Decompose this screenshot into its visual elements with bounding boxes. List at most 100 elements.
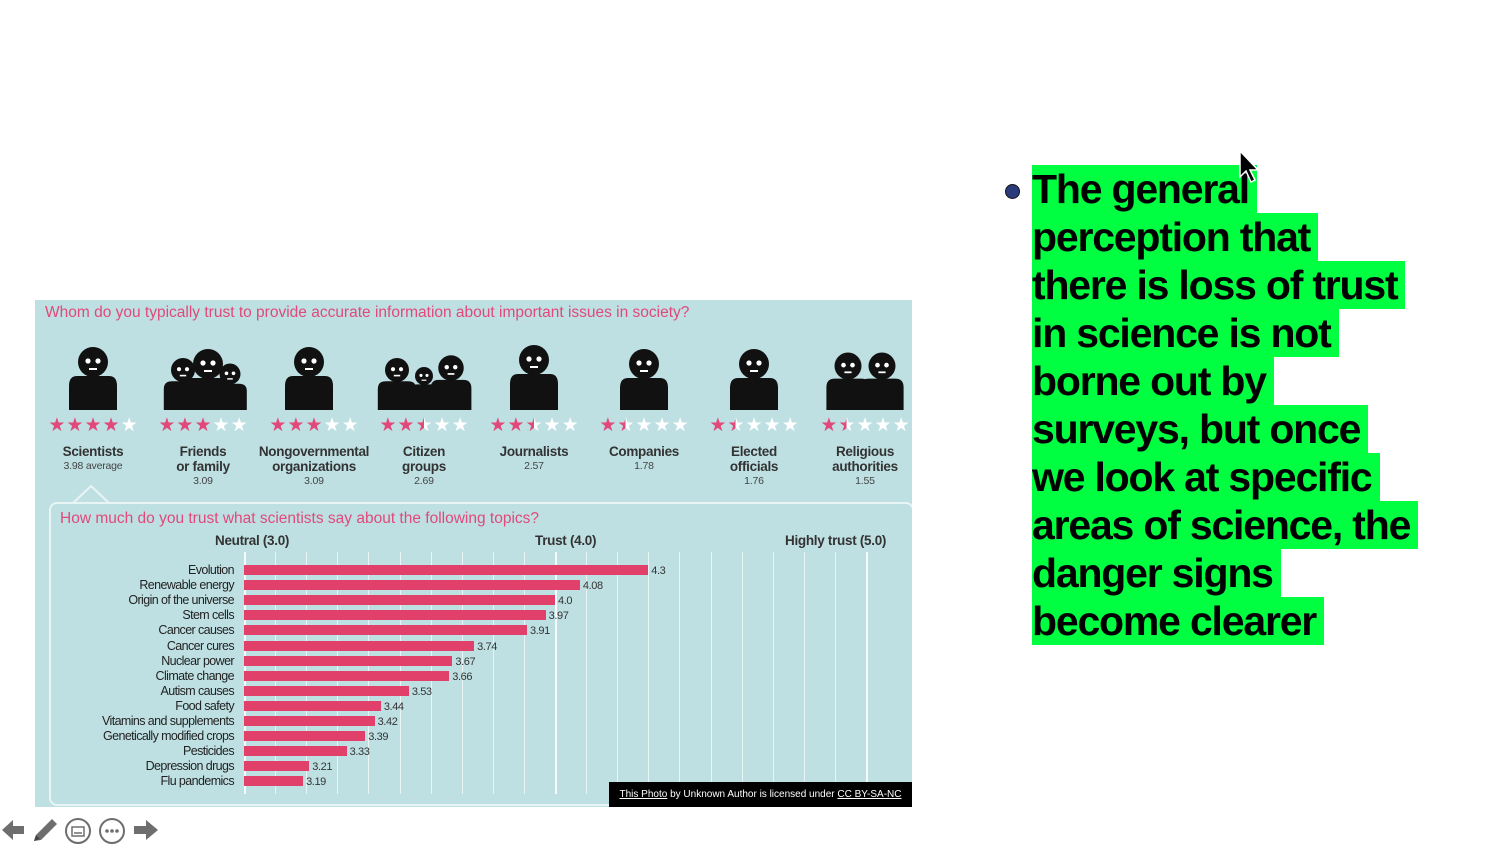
group-name-line1: Religious bbox=[835, 444, 895, 459]
gridline bbox=[617, 552, 619, 794]
group-name-line2: or family bbox=[176, 459, 230, 474]
person-figure-icon bbox=[620, 349, 668, 410]
topic-bar bbox=[244, 731, 366, 742]
topic-label: Pesticides bbox=[183, 744, 235, 759]
photo-credit: This Photo by Unknown Author is licensed… bbox=[609, 782, 912, 807]
gridline bbox=[772, 552, 774, 794]
bullet-text-line: perception that bbox=[1032, 213, 1319, 261]
group-name-line1: Nongovernmental bbox=[258, 444, 370, 459]
star-icon: ★ bbox=[507, 415, 525, 436]
gridline bbox=[555, 552, 557, 794]
forward-arrow-icon[interactable] bbox=[132, 817, 160, 843]
group-name-line1: Journalists bbox=[499, 444, 569, 459]
bar-value-label: 4.08 bbox=[582, 580, 603, 593]
star-icon: ★ bbox=[763, 415, 781, 436]
topic-label: Cancer cures bbox=[166, 638, 235, 653]
group-label: Companies 1.78 bbox=[579, 444, 709, 474]
star-icon: ★ bbox=[415, 415, 433, 436]
trust-group: ★ ★ ★ ★ ★ Religious authorities 1.55 bbox=[810, 330, 912, 487]
group-average-value: 3.98 average bbox=[63, 460, 123, 472]
group-average-value: 1.78 bbox=[634, 460, 654, 472]
bullet-text-line: there is loss of trust bbox=[1032, 261, 1406, 309]
topic-bar bbox=[244, 610, 546, 621]
bar-value-label: 3.44 bbox=[383, 700, 404, 713]
subtitles-icon[interactable] bbox=[64, 817, 92, 845]
group-name-line1: Companies bbox=[608, 444, 680, 459]
star-icon: ★ bbox=[709, 415, 727, 436]
star-icon: ★ bbox=[48, 415, 66, 436]
bullet-text[interactable]: The general perception that there is loss … bbox=[1032, 165, 1432, 645]
star-icon: ★ bbox=[745, 415, 763, 436]
group-name-line2: organizations bbox=[272, 459, 356, 474]
bullet-dot bbox=[1005, 184, 1020, 199]
gridline bbox=[586, 552, 588, 794]
gridline bbox=[866, 552, 868, 794]
bar-value-label: 4.0 bbox=[558, 595, 573, 608]
topic-bar bbox=[244, 640, 475, 651]
topic-bar bbox=[244, 580, 580, 591]
star-icon: ★ bbox=[781, 415, 799, 436]
trust-group: ★ ★ ★ ★ ★ Companies 1.78 bbox=[589, 330, 699, 472]
bar-value-label: 3.21 bbox=[312, 761, 333, 774]
trust-infographic: Whom do you typically trust to provide a… bbox=[35, 300, 912, 807]
trust-group: ★ ★ ★ ★ ★ Nongovernmental organizations 3.09 bbox=[259, 330, 369, 487]
photo-link[interactable]: This Photo bbox=[619, 789, 668, 800]
group-label: Journalists 2.57 bbox=[469, 444, 599, 474]
level-highly-trust: Highly trust (5.0) bbox=[785, 533, 887, 548]
back-arrow-icon[interactable] bbox=[0, 817, 26, 843]
bullet-text-line: in science is not bbox=[1032, 309, 1339, 357]
star-icon: ★ bbox=[727, 415, 745, 436]
gridline bbox=[710, 552, 712, 794]
license-link[interactable]: CC BY-SA-NC bbox=[837, 789, 902, 800]
slideshow-toolbar bbox=[0, 814, 170, 844]
star-icon: ★ bbox=[397, 415, 415, 436]
group-label: Friends or family 3.09 bbox=[138, 444, 268, 489]
topic-label: Vitamins and supplements bbox=[102, 714, 235, 728]
group-name-line1: Friends bbox=[179, 444, 227, 459]
star-icon: ★ bbox=[489, 415, 507, 436]
star-icon: ★ bbox=[653, 415, 671, 436]
person-figure-icon bbox=[730, 349, 778, 410]
person-figure-icon bbox=[69, 347, 117, 410]
gridline bbox=[803, 552, 805, 794]
bar-value-label: 3.66 bbox=[452, 670, 473, 683]
bar-value-label: 3.67 bbox=[455, 655, 476, 668]
pen-icon[interactable] bbox=[30, 817, 60, 845]
trust-group: ★ ★ ★ ★ ★ Friends or family 3.09 bbox=[148, 330, 258, 487]
group-name-line2: groups bbox=[402, 459, 446, 474]
gridline bbox=[741, 552, 743, 794]
group-label: Citizen groups 2.69 bbox=[359, 444, 489, 489]
more-options-icon[interactable] bbox=[98, 817, 126, 845]
star-icon: ★ bbox=[269, 415, 287, 436]
star-icon: ★ bbox=[323, 415, 341, 436]
topics-panel bbox=[49, 502, 912, 806]
star-rating: ★ ★ ★ ★ ★ bbox=[810, 416, 912, 436]
topic-bar bbox=[244, 776, 304, 787]
bar-value-label: 3.19 bbox=[306, 776, 326, 789]
group-average-value: 3.09 bbox=[304, 475, 324, 487]
group-label: Elected officials 1.76 bbox=[689, 444, 819, 489]
star-icon: ★ bbox=[84, 415, 102, 436]
group-name-line1: Scientists bbox=[62, 444, 124, 459]
star-icon: ★ bbox=[120, 415, 138, 436]
topic-label: Evolution bbox=[187, 563, 235, 577]
star-icon: ★ bbox=[379, 415, 397, 436]
bullet-text-line: danger signs bbox=[1032, 549, 1281, 597]
gridline bbox=[492, 552, 494, 794]
gridline bbox=[834, 552, 836, 794]
group-average-value: 1.55 bbox=[855, 475, 875, 487]
star-icon: ★ bbox=[525, 415, 543, 436]
group-average-value: 1.76 bbox=[744, 475, 764, 487]
star-icon: ★ bbox=[617, 415, 635, 436]
topic-bar bbox=[244, 761, 310, 772]
person-figure-icon bbox=[510, 345, 558, 410]
star-rating: ★ ★ ★ ★ ★ bbox=[699, 416, 809, 436]
trust-group: ★ ★ ★ ★ ★ Citizen groups 2.69 bbox=[369, 330, 479, 487]
topic-label: Stem cells bbox=[182, 608, 234, 623]
group-name-line1: Citizen bbox=[402, 444, 446, 459]
star-rating: ★ ★ ★ ★ ★ bbox=[479, 416, 589, 436]
callout-pointer-icon bbox=[72, 484, 110, 504]
person-figure-icon bbox=[826, 352, 904, 410]
star-icon: ★ bbox=[874, 415, 892, 436]
